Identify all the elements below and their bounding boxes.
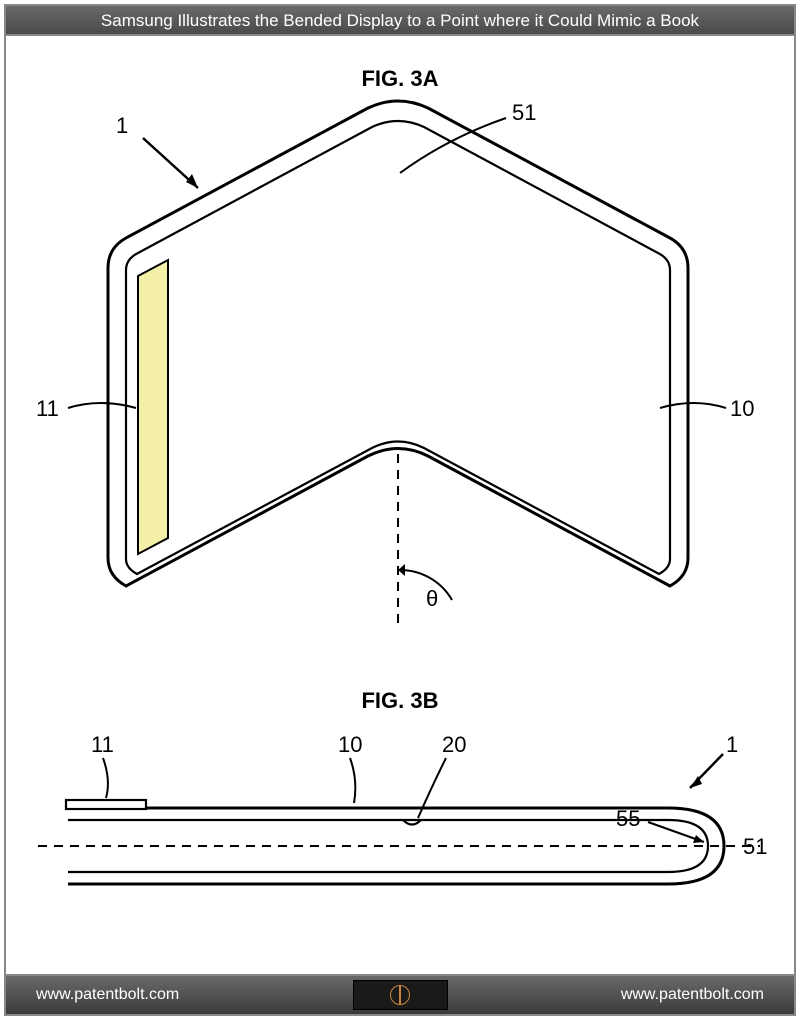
header-title: Samsung Illustrates the Bended Display t… xyxy=(101,11,699,30)
fig3b-callout-10: 10 xyxy=(338,732,362,758)
fig3a-callout-10: 10 xyxy=(730,396,754,422)
fig3b-callout-20: 20 xyxy=(442,732,466,758)
fig3a-callout-11: 11 xyxy=(36,396,59,422)
footer-url-right: www.patentbolt.com xyxy=(621,986,764,1004)
footer-url-left: www.patentbolt.com xyxy=(36,986,179,1004)
fig3a-svg xyxy=(8,78,788,698)
fig3b-callout-55: 55 xyxy=(616,806,640,832)
fig3b-svg xyxy=(8,708,788,968)
header-bar: Samsung Illustrates the Bended Display t… xyxy=(6,6,794,36)
fig3b-callout-51: 51 xyxy=(743,834,767,860)
fig3a-callout-theta: θ xyxy=(426,586,438,612)
diagram-area: FIG. 3A 1 51 11 10 θ FIG. 3B xyxy=(8,38,792,972)
fig3b-callout-11: 11 xyxy=(91,732,114,758)
footer-logo xyxy=(353,980,448,1010)
footer-bar: www.patentbolt.com www.patentbolt.com xyxy=(6,974,794,1014)
fig3a-callout-1: 1 xyxy=(116,113,128,139)
fig3b-callout-1: 1 xyxy=(726,732,738,758)
fig3a-callout-51: 51 xyxy=(512,100,536,126)
